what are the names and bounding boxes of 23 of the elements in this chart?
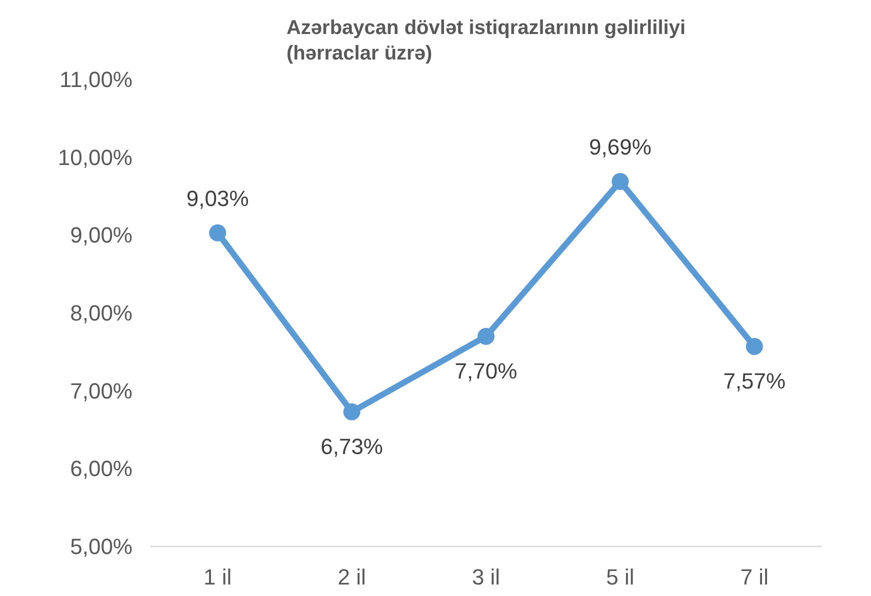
y-tick-label: 10,00% xyxy=(58,144,133,170)
point xyxy=(343,403,360,420)
y-tick-label: 8,00% xyxy=(70,300,133,326)
point xyxy=(478,328,494,345)
x-tick-label: 1 il xyxy=(204,564,232,590)
point xyxy=(209,224,226,242)
data-label: 7,57% xyxy=(723,368,786,394)
point xyxy=(746,338,763,355)
point xyxy=(612,172,629,190)
x-tick-label: 3 il xyxy=(472,564,500,590)
data-label: 7,70% xyxy=(454,358,518,384)
data-label: 9,03% xyxy=(186,186,249,211)
y-tick-label: 6,00% xyxy=(70,456,133,482)
y-tick-label: 11,00% xyxy=(60,67,132,92)
x-tick-label: 5 il xyxy=(606,564,634,590)
y-tick-label: 5,00% xyxy=(70,534,133,559)
x-tick-label: 7 il xyxy=(740,564,768,590)
y-tick-label: 7,00% xyxy=(70,378,133,404)
y-tick-label: 9,00% xyxy=(70,222,133,248)
chart-title: Azərbaycan dövlət istiqrazlarının gəlirliliyi (hərraclar üzrə) xyxy=(286,17,686,64)
x-tick-label: 2 il xyxy=(338,564,366,590)
data-label: 9,69% xyxy=(589,134,652,160)
data-label: 6,73% xyxy=(320,434,383,459)
